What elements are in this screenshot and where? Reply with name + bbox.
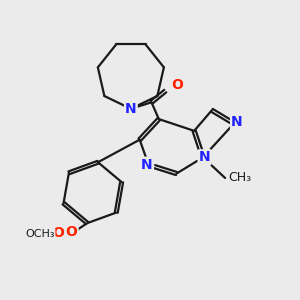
Text: O: O [53,226,64,240]
Text: N: N [231,115,243,129]
Text: N: N [141,158,153,172]
Text: O: O [66,225,77,239]
Text: O: O [171,78,183,92]
Text: N: N [125,102,137,116]
Text: N: N [199,150,210,164]
Text: CH₃: CH₃ [229,172,252,184]
Text: OCH₃: OCH₃ [25,229,55,239]
